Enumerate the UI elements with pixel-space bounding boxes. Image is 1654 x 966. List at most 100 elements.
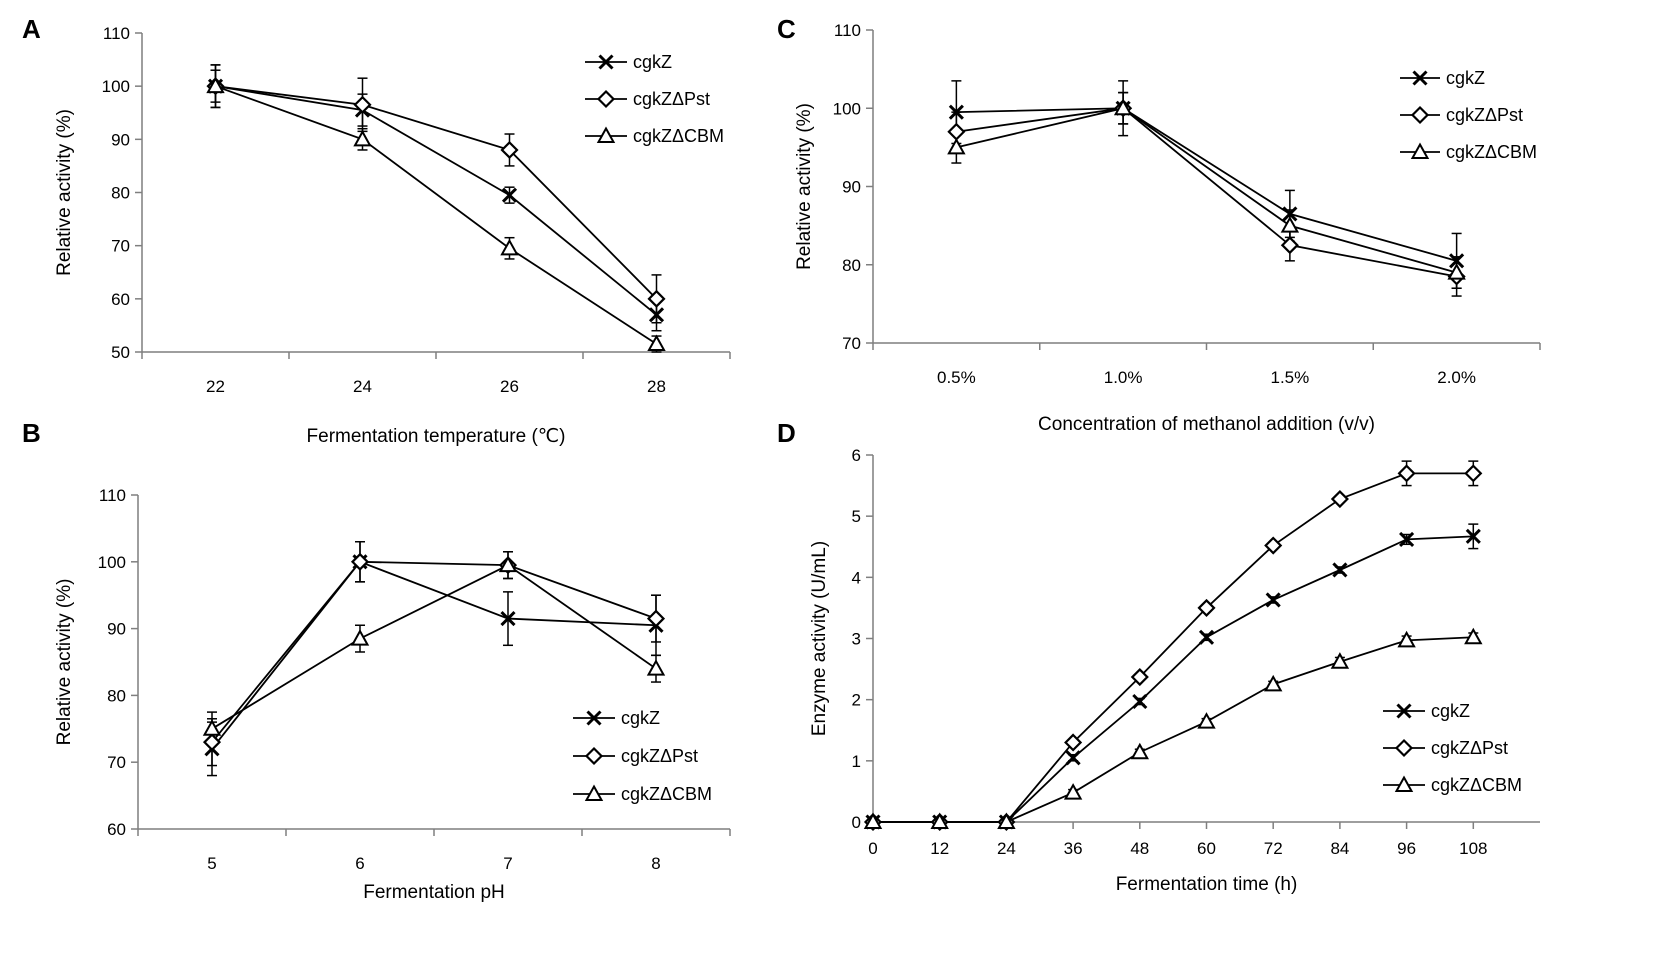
panel-c: C 70 80 90 100 110 0.5% 1.0% 1.5% 2.0% Concentrati… [777,14,1541,435]
panel-a-point-x-stroke-b [501,187,518,203]
panel-d-legend-label: cgkZΔPst [1431,738,1508,758]
panel-c-xlabel: Concentration of methanol addition (v/v) [1038,414,1375,435]
panel-a-xtick-label: 24 [353,377,372,396]
panel-d-point-triangle [997,812,1016,829]
panel-a-point-triangle [500,238,519,256]
panel-a-ylabel: Relative activity (%) [54,109,75,276]
panel-b-legend-label: cgkZ [621,708,660,728]
panel-d-point-x-stroke-b [1465,528,1481,544]
panel-b-xtick-label: 6 [355,854,364,873]
panel-a-ytick-label: 110 [103,24,130,43]
panel-a-point-diamond [500,140,519,160]
panel-b-ytick-label: 90 [107,620,126,639]
panel-a-ytick-label: 80 [111,184,130,203]
panel-d-letter: D [777,418,796,448]
panel-b-point-diamond [646,609,666,628]
panel-d-legend-label: cgkZ [1431,701,1470,721]
panel-a-ytick-label: 50 [111,343,130,362]
panel-c-xtick-label: 1.0% [1104,368,1143,387]
panel-a-ytick-label: 100 [102,77,130,96]
panel-c-legend-marker-x-stroke-b [1412,70,1428,86]
panel-d-ylabel: Enzyme activity (U/mL) [809,541,830,736]
panel-d-xlabel: Fermentation time (h) [1116,874,1298,895]
panel-c-legend-label: cgkZΔCBM [1446,142,1537,162]
panel-a-series-line-triangle [215,85,657,345]
panel-d-point-triangle [1464,627,1483,645]
panel-d-ytick-label: 1 [852,752,861,771]
panel-b-legend-label: cgkZΔCBM [621,784,712,804]
panel-d-point-diamond [1397,464,1416,483]
panel-c-point-triangle [1447,263,1466,280]
panel-c-point-diamond [947,122,966,141]
panel-d-point-triangle [863,812,883,829]
panel-d-legend-marker-diamond [1394,738,1414,758]
panel-c-ytick-label: 110 [834,21,861,40]
panel-b-ylabel: Relative activity (%) [54,579,75,746]
panel-a-ytick-label: 60 [111,290,130,309]
panel-d-point-triangle [930,812,949,829]
panel-b-point-diamond [202,733,222,752]
panel-d-point-diamond [1330,489,1349,509]
panel-c-ytick-label: 80 [842,256,861,275]
panel-d-point-x-stroke-b [1198,629,1215,645]
panel-d-legend-label: cgkZΔCBM [1431,775,1522,795]
panel-c-point-x-stroke-b [1282,206,1298,222]
panel-d-xtick-label: 0 [868,839,877,858]
panel-d-point-x-stroke-b [1132,693,1148,710]
panel-d-xtick-label: 36 [1064,839,1083,858]
panel-b-point-triangle [202,719,222,736]
panel-d-point-triangle [1264,674,1283,692]
panel-d-ytick-label: 0 [852,813,861,832]
panel-d-point-triangle [1330,652,1350,669]
panel-c-point-x-stroke-b [948,104,964,120]
panel-d-ytick-label: 3 [852,630,861,649]
panel-b-point-diamond [350,552,370,571]
panel-d-xtick-label: 108 [1459,839,1487,858]
panel-b-xtick-label: 8 [651,854,660,873]
panel-c-point-triangle [947,137,966,155]
panel-d-xtick-label: 96 [1397,839,1416,858]
panel-d-xtick-label: 48 [1130,839,1149,858]
panel-b-legend-label: cgkZΔPst [621,746,698,766]
panel-d-point-diamond [1064,733,1083,752]
panel-d-ytick-label: 5 [852,507,861,526]
panel-d-point-triangle [1130,742,1149,760]
panel-c-point-diamond [1280,236,1299,255]
panel-c-xtick-label: 2.0% [1437,368,1476,387]
panel-a-letter: A [22,14,41,44]
panel-d-legend-marker-triangle [1394,775,1414,792]
panel-c-legend-label: cgkZΔPst [1446,105,1523,125]
panel-b-legend-marker-x-stroke-b [586,710,602,726]
panel-d-point-diamond [1464,464,1483,483]
panel-c-ytick-label: 70 [842,334,861,353]
panel-d-ytick-label: 2 [852,691,861,710]
panel-b-legend-marker-triangle [584,784,604,801]
panel-b: B 60 70 80 90 100 110 5 6 7 8 Fermentation pH Relati… [22,418,731,903]
panel-d-series-line-triangle [873,636,1474,823]
panel-a-series-line-diamond [215,85,658,300]
panel-b-xlabel: Fermentation pH [363,882,505,903]
panel-b-point-triangle [498,555,518,573]
panel-d-point-x-stroke-b [1265,592,1281,608]
panel-d-xtick-label: 12 [930,839,949,858]
panel-a-ytick-label: 70 [111,237,130,256]
panel-a-point-diamond [647,289,666,308]
panel-c-xtick-label: 1.5% [1271,368,1310,387]
panel-a-legend-label: cgkZ [633,52,672,72]
panel-d-point-x-stroke-b [1332,562,1348,578]
panel-b-ytick-label: 100 [98,553,126,572]
panel-a-legend-marker-diamond [596,89,616,109]
panel-c-ytick-label: 90 [842,178,861,197]
panel-d-xtick-label: 72 [1264,839,1283,858]
panel-a-xtick-label: 22 [206,377,225,396]
panel-d-point-triangle [1397,630,1416,648]
panel-c-legend-marker-triangle [1410,142,1430,159]
panel-a-legend-label: cgkZΔPst [633,89,710,109]
panel-b-ytick-label: 110 [99,486,126,505]
panel-d-xtick-label: 84 [1330,839,1349,858]
panel-a-point-x-stroke-b [648,307,665,323]
panel-b-letter: B [22,418,41,448]
panel-c-point-triangle [1280,216,1300,233]
